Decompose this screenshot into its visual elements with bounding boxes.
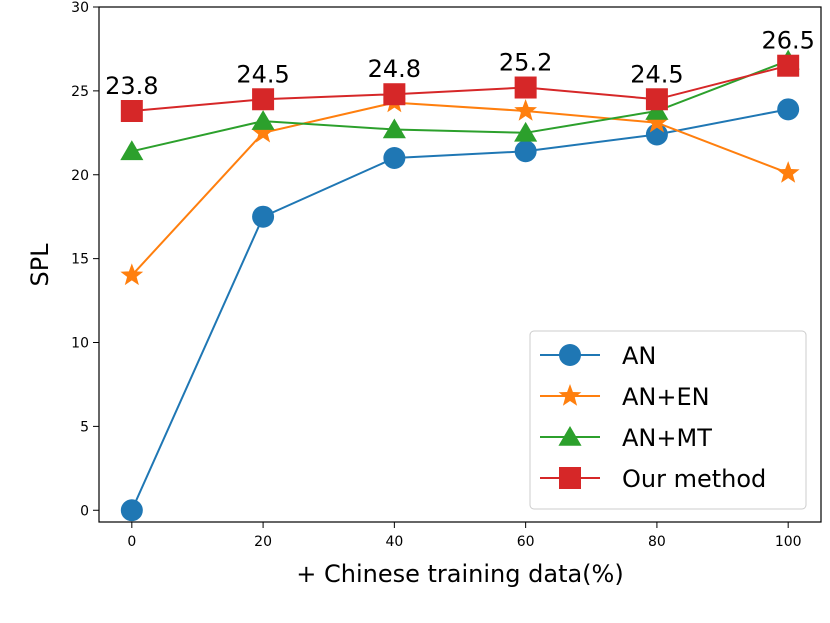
legend-box [529, 330, 807, 510]
data-label: 26.5 [761, 27, 814, 55]
legend-marker [558, 384, 582, 406]
data-point [514, 76, 537, 99]
legend-marker [558, 426, 582, 446]
series-line [131, 64, 789, 112]
data-point [120, 100, 143, 123]
data-point [120, 140, 144, 161]
data-label: 24.8 [368, 55, 421, 83]
plot-frame [98, 6, 822, 523]
data-point [776, 161, 800, 183]
data-point [383, 146, 406, 169]
data-point [777, 54, 800, 77]
data-label: 23.8 [105, 72, 158, 100]
y-tick-label: 20 [71, 168, 89, 184]
data-point [383, 83, 406, 106]
y-tick-label: 10 [71, 336, 89, 352]
legend-label: AN+MT [622, 424, 712, 452]
data-point [514, 140, 537, 163]
data-point [252, 205, 275, 228]
data-label: 24.5 [236, 60, 289, 88]
legend-entry: AN [540, 342, 656, 370]
series-line [131, 101, 789, 277]
data-label: 24.5 [630, 60, 683, 88]
data-point [120, 499, 143, 522]
legend-marker [559, 467, 581, 489]
y-tick-label: 30 [71, 0, 89, 16]
data-point [252, 88, 275, 111]
y-tick-label: 25 [71, 84, 89, 100]
data-point [645, 88, 668, 111]
legend-label: AN [622, 342, 656, 370]
y-tick-label: 5 [80, 419, 89, 435]
legend-entry: AN+MT [540, 424, 712, 452]
x-tick-label: 60 [517, 534, 535, 550]
series-line [131, 59, 789, 153]
legend-entry: Our method [540, 465, 766, 493]
legend: AN AN+EN AN+MT Our method [529, 330, 807, 510]
plot-area: 23.8 24.5 24.8 25.2 24.5 26.5 [105, 27, 815, 522]
series-our-method [120, 54, 800, 123]
data-label: 25.2 [499, 49, 552, 77]
legend-label: Our method [622, 465, 766, 493]
data-point [777, 98, 800, 121]
data-point [382, 118, 406, 139]
legend-marker [559, 344, 581, 366]
x-tick-label: 0 [127, 534, 136, 550]
series-an-en [120, 90, 800, 286]
x-tick-label: 40 [385, 534, 403, 550]
data-point [645, 110, 669, 133]
x-axis-label: + Chinese training data(%) [296, 560, 623, 588]
data-point [514, 99, 537, 121]
data-point [251, 110, 275, 130]
series-an-mt [120, 49, 800, 161]
data-point [514, 121, 538, 142]
x-tick-label: 20 [254, 534, 272, 550]
y-axis-label: SPL [26, 243, 54, 287]
data-point [251, 120, 275, 143]
x-tick-label: 100 [775, 534, 802, 550]
legend-entry: AN+EN [540, 383, 710, 411]
y-tick-label: 15 [71, 252, 89, 268]
axes: 0 20 40 60 80 100 0 5 10 15 20 25 30 [71, 0, 822, 550]
y-tick-label: 0 [80, 503, 89, 519]
x-tick-label: 80 [648, 534, 666, 550]
data-point [120, 263, 144, 286]
legend-label: AN+EN [622, 383, 710, 411]
